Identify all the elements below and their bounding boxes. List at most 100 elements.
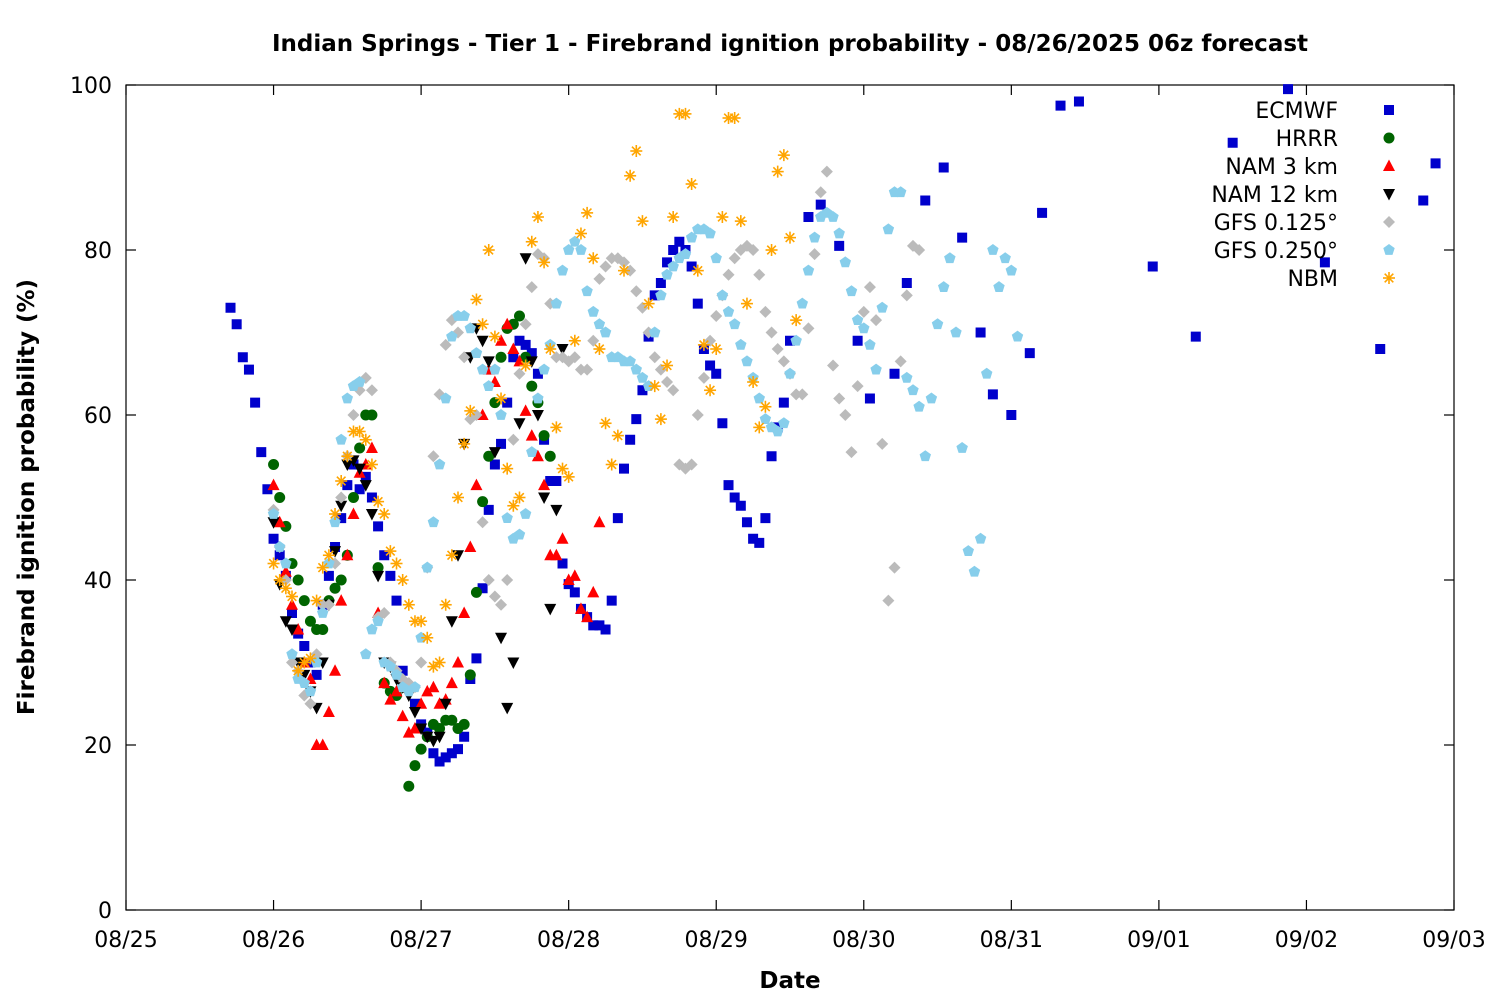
data-point: [568, 351, 581, 364]
data-point: [286, 624, 298, 636]
data-point: [225, 302, 236, 313]
data-point: [384, 693, 397, 705]
data-point: [667, 211, 680, 223]
data-point: [519, 404, 532, 416]
data-point: [574, 363, 587, 376]
data-point: [587, 252, 600, 265]
data-point: [685, 231, 698, 243]
y-tick-label: 20: [84, 734, 112, 759]
data-point: [335, 574, 347, 586]
plot-frame: [125, 84, 1455, 911]
data-point: [820, 165, 833, 178]
data-point: [1024, 348, 1035, 359]
data-point: [808, 248, 821, 261]
data-point: [280, 557, 292, 569]
data-point: [402, 726, 415, 738]
data-point: [593, 343, 606, 355]
data-point: [900, 289, 913, 302]
legend-marker: [1383, 132, 1395, 144]
data-point: [366, 492, 377, 503]
data-point: [439, 598, 452, 611]
data-point: [427, 735, 440, 748]
data-point: [845, 285, 858, 297]
data-point: [588, 620, 599, 631]
data-point: [784, 367, 796, 379]
data-point: [661, 376, 674, 388]
data-point: [366, 409, 378, 421]
data-point: [440, 392, 452, 404]
data-point: [298, 595, 310, 607]
data-point: [464, 404, 477, 417]
data-point: [834, 240, 845, 251]
data-point: [889, 368, 900, 379]
data-point: [581, 363, 594, 376]
data-point: [390, 684, 403, 697]
series-nam-3-km: [267, 317, 606, 750]
data-point: [735, 500, 746, 511]
data-point: [329, 508, 342, 520]
data-point: [538, 256, 551, 269]
data-point: [661, 268, 673, 280]
data-point: [329, 546, 342, 558]
data-point: [556, 344, 569, 356]
data-point: [335, 475, 348, 487]
data-point: [273, 515, 286, 528]
data-point: [316, 598, 329, 611]
data-point: [513, 367, 526, 380]
data-point: [662, 257, 673, 268]
data-point: [710, 310, 723, 322]
data-point: [531, 211, 544, 223]
data-point: [488, 330, 501, 343]
data-point: [728, 112, 741, 124]
data-point: [550, 297, 563, 309]
data-point: [316, 561, 329, 574]
data-point: [550, 421, 563, 434]
data-point: [655, 278, 666, 288]
data-point: [434, 756, 445, 767]
x-tick-label: 08/26: [242, 928, 305, 953]
data-point: [760, 513, 771, 524]
data-point: [514, 335, 525, 346]
data-point: [717, 418, 728, 429]
data-point: [748, 533, 759, 544]
data-point: [1006, 410, 1017, 420]
data-point: [476, 335, 489, 348]
data-point: [864, 393, 875, 404]
data-point: [556, 264, 569, 276]
data-point: [488, 447, 501, 459]
data-point: [279, 616, 292, 628]
data-points: [225, 84, 1441, 792]
data-point: [250, 397, 261, 408]
data-point: [704, 227, 716, 239]
series-gfs-0-250-: [267, 186, 1024, 697]
data-point: [722, 305, 735, 317]
data-point: [987, 389, 998, 400]
data-point: [741, 355, 753, 367]
data-point: [365, 509, 378, 521]
data-point: [802, 264, 815, 276]
data-point: [427, 516, 440, 528]
data-point: [858, 322, 870, 334]
data-point: [649, 290, 660, 301]
data-point: [409, 698, 420, 709]
data-point: [267, 478, 280, 491]
data-point: [439, 338, 452, 351]
data-point: [421, 684, 434, 697]
y-tick-label: 100: [70, 74, 112, 99]
data-point: [1418, 195, 1429, 206]
data-point: [501, 317, 514, 330]
data-point: [445, 676, 458, 689]
data-point: [710, 252, 722, 264]
data-point: [231, 319, 242, 330]
data-point: [674, 236, 685, 247]
data-point: [446, 714, 458, 726]
data-point: [913, 400, 925, 412]
data-point: [520, 339, 531, 350]
data-point: [433, 656, 446, 669]
data-point: [507, 433, 520, 446]
legend-label: ECMWF: [1255, 99, 1338, 124]
data-point: [882, 223, 895, 235]
data-point: [408, 707, 421, 719]
data-point: [470, 293, 483, 306]
data-point: [661, 359, 674, 372]
